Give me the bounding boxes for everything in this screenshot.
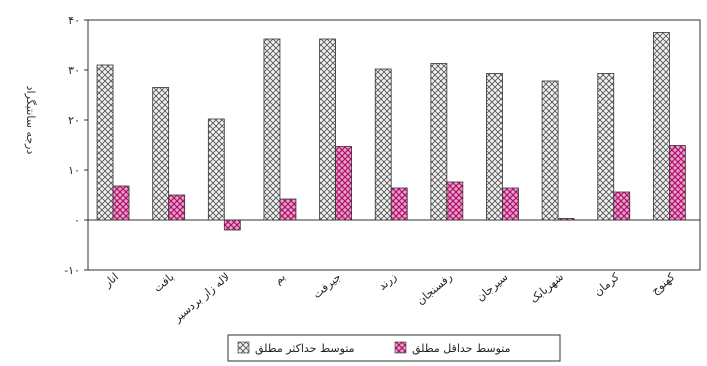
bar-max <box>207 118 225 221</box>
bar-min <box>168 194 186 221</box>
bar-min <box>279 198 297 221</box>
y-tick-label: ۱۰ <box>68 164 80 177</box>
bar-max <box>597 73 615 221</box>
x-tick-label: شهربابک <box>527 270 566 305</box>
x-tick-label: جیرفت <box>310 270 343 301</box>
x-tick-label: رفسنجان <box>414 270 455 307</box>
bar-max <box>653 32 670 221</box>
y-tick-label: -۱۰ <box>64 264 80 277</box>
x-tick-label: بافت <box>151 270 177 294</box>
bar-max <box>374 68 392 221</box>
x-tick-label: زرند <box>376 270 399 292</box>
legend: متوسط حداقل مطلق متوسط حداکثر مطلق <box>227 334 561 362</box>
legend-swatch-min <box>394 341 407 354</box>
legend-swatch-max <box>237 341 250 354</box>
bar-max <box>263 38 281 221</box>
plot-border <box>87 19 701 271</box>
x-tick-label: بم <box>272 270 288 287</box>
bar-max <box>96 64 114 221</box>
bar-min <box>502 187 519 221</box>
y-tick-label: ۲۰ <box>68 114 80 127</box>
plot-frame <box>87 19 701 271</box>
y-tick-label: ۴۰ <box>68 14 80 27</box>
x-tick-label: انار <box>101 270 121 290</box>
bar-max <box>541 80 559 221</box>
x-tick-label: لاله زار بردسیر <box>170 270 232 325</box>
bar-max <box>430 63 448 221</box>
y-tick-label: ۳۰ <box>68 64 80 77</box>
bar-min <box>390 187 408 221</box>
bar-min <box>557 218 575 221</box>
legend-label-min: متوسط حداقل مطلق <box>412 342 511 356</box>
bar-min <box>112 185 130 221</box>
bar-max <box>152 87 170 221</box>
legend-label-max: متوسط حداکثر مطلق <box>255 342 355 356</box>
x-tick-label: کرمان <box>591 270 622 299</box>
y-axis-title: درجه سانتیگراد <box>24 86 37 155</box>
bar-min <box>223 219 241 231</box>
bar-max <box>319 38 336 221</box>
x-tick-label: سیرجان <box>474 270 511 304</box>
bar-min <box>446 181 464 221</box>
bars-group <box>96 32 686 231</box>
bar-min <box>613 191 631 221</box>
bar-min <box>669 145 686 221</box>
x-tick-label: کهنوج <box>649 270 678 297</box>
bar-min <box>335 146 352 221</box>
legend-box <box>227 334 561 362</box>
y-tick-label: ۰ <box>74 214 80 227</box>
bar-max <box>486 73 503 221</box>
